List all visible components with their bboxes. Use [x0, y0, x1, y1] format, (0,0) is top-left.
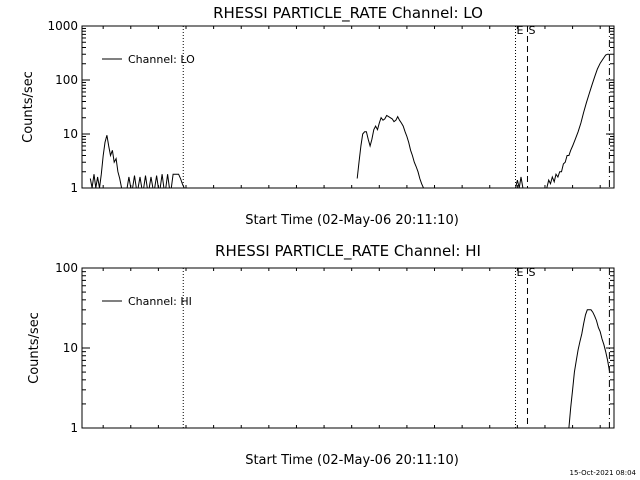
- chart-lo-x-axis-label: Start Time (02-May-06 20:11:10): [245, 213, 459, 228]
- chart-hi-plot-frame: [81, 267, 615, 429]
- chart-hi-legend: Channel: HI: [102, 295, 192, 308]
- chart-hi-x-axis-label: Start Time (02-May-06 20:11:10): [245, 453, 459, 468]
- y-tick-label: 10: [63, 127, 78, 141]
- chart-lo-y-axis-label: Counts/sec: [21, 71, 36, 143]
- marker-label: E: [517, 266, 524, 279]
- chart-hi-y-ticks: 1 10 100: [55, 261, 614, 435]
- y-tick-label: 1: [70, 181, 78, 195]
- chart-lo-y-ticks: 1 10 100 1000: [47, 19, 614, 195]
- chart-lo-legend-label: Channel: LO: [128, 53, 195, 66]
- marker-label: S: [528, 24, 535, 37]
- chart-hi-series: [568, 309, 610, 429]
- y-tick-label: 100: [55, 73, 78, 87]
- chart-lo-title: RHESSI PARTICLE_RATE Channel: LO: [213, 4, 483, 23]
- chart-hi-x-ticks: 20:1520:3020:4521:0021:1521:3021:45: [102, 268, 601, 428]
- series-line-hi: [568, 309, 610, 429]
- footer-date: 15-Oct-2021 08:04: [570, 469, 637, 477]
- chart-lo-series: [89, 53, 610, 189]
- y-tick-label: 1: [70, 421, 78, 435]
- chart-lo: RHESSI PARTICLE_RATE Channel: LO ES 20:1…: [21, 4, 615, 228]
- chart-lo-x-ticks: 20:1520:3020:4521:0021:1521:3021:45: [102, 26, 601, 188]
- chart-hi-y-axis-label: Counts/sec: [27, 312, 42, 384]
- chart-hi-title: RHESSI PARTICLE_RATE Channel: HI: [215, 242, 481, 261]
- y-tick-label: 10: [63, 341, 78, 355]
- series-line-lo: [89, 53, 610, 189]
- chart-hi: RHESSI PARTICLE_RATE Channel: HI ES 20:1…: [27, 242, 615, 468]
- marker-label: S: [528, 266, 535, 279]
- chart-hi-legend-label: Channel: HI: [128, 295, 192, 308]
- marker-label: E: [517, 24, 524, 37]
- y-tick-label: 1000: [47, 19, 78, 33]
- chart-lo-plot-frame: [81, 25, 615, 189]
- y-tick-label: 100: [55, 261, 78, 275]
- chart-lo-legend: Channel: LO: [102, 53, 195, 66]
